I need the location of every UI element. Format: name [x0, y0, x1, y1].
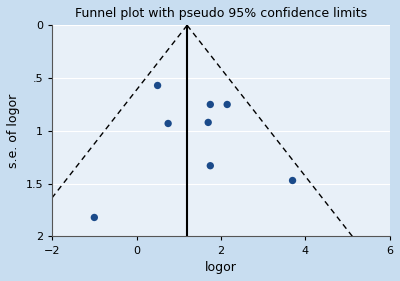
Point — [289, 178, 296, 183]
Point — [207, 102, 214, 107]
Point — [154, 83, 161, 88]
Point — [205, 120, 212, 125]
Point — [207, 164, 214, 168]
Point — [165, 121, 171, 126]
X-axis label: logor: logor — [205, 261, 237, 274]
Point — [224, 102, 230, 107]
Title: Funnel plot with pseudo 95% confidence limits: Funnel plot with pseudo 95% confidence l… — [75, 7, 367, 20]
Y-axis label: s.e. of logor: s.e. of logor — [7, 94, 20, 168]
Point — [91, 215, 98, 220]
